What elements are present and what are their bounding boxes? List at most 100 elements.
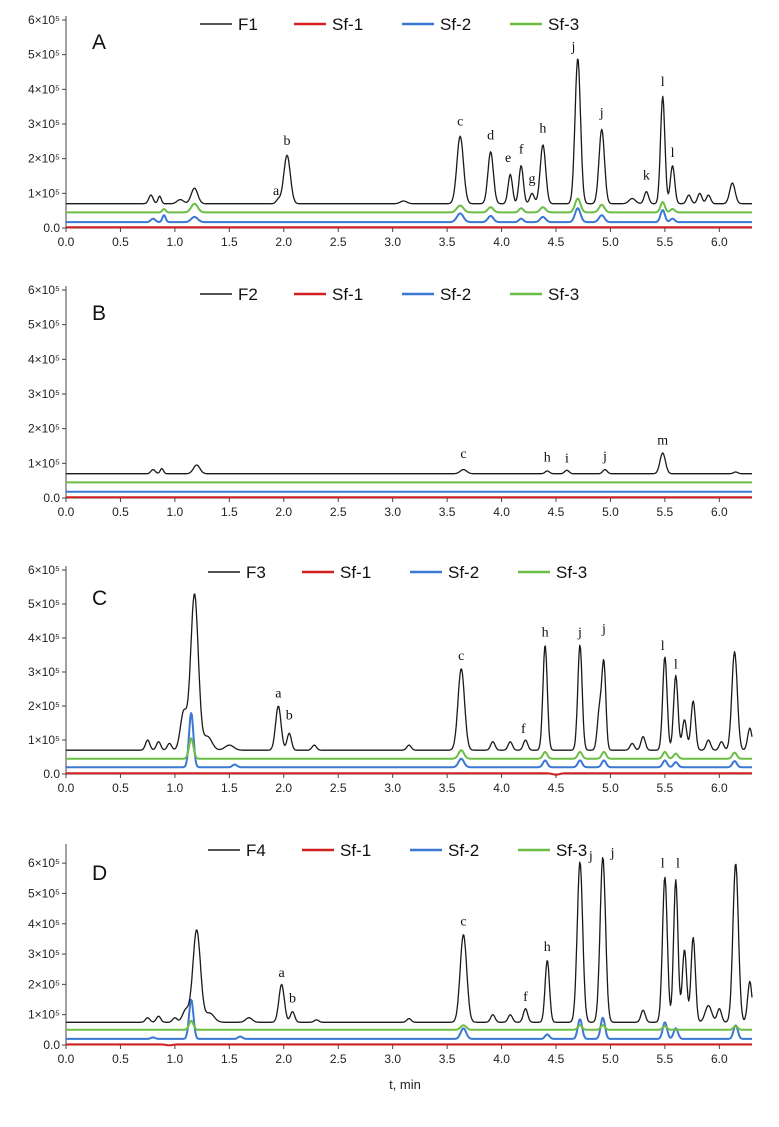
legend-label-sf-2: Sf-2	[448, 841, 479, 860]
legend-label-f3: F3	[246, 563, 266, 582]
peak-label-j: j	[601, 622, 606, 637]
y-tick-label: 3×10⁵	[28, 117, 60, 131]
series-line-sf-2	[65, 712, 753, 769]
y-tick-label: 6×10⁵	[28, 856, 60, 870]
y-tick-label: 0.0	[43, 1038, 60, 1052]
series-line-f3	[66, 593, 753, 751]
x-tick-label: 2.5	[330, 505, 347, 519]
y-tick-label: 4×10⁵	[28, 352, 60, 366]
peak-label-a: a	[273, 184, 280, 199]
peak-label-l: l	[674, 658, 678, 673]
peak-label-l: l	[661, 639, 665, 654]
x-tick-label: 5.5	[657, 235, 674, 249]
peak-label-j: j	[588, 849, 593, 864]
legend-label-sf-1: Sf-1	[340, 563, 371, 582]
panel-D: 0.0 1×10⁵ 2×10⁵ 3×10⁵ 4×10⁵ 5×10⁵ 6×10⁵ 0.0 0.5 1…	[28, 841, 753, 1092]
peak-label-f: f	[521, 722, 526, 737]
x-tick-label: 2.0	[275, 505, 292, 519]
peak-label-l: l	[676, 857, 680, 872]
x-tick-label: 5.5	[657, 505, 674, 519]
x-tick-label: 0.5	[112, 1052, 129, 1066]
x-tick-label: 2.0	[275, 235, 292, 249]
peak-label-c: c	[458, 649, 464, 664]
x-tick-label: 6.0	[711, 505, 728, 519]
legend-label-sf-3: Sf-3	[556, 563, 587, 582]
peak-label-b: b	[284, 134, 291, 149]
x-tick-label: 4.5	[548, 1052, 565, 1066]
x-tick-label: 3.0	[384, 505, 401, 519]
y-tick-label: 1×10⁵	[28, 1008, 60, 1022]
peak-label-f: f	[519, 142, 524, 157]
peak-label-d: d	[487, 129, 494, 144]
y-tick-label: 2×10⁵	[28, 422, 60, 436]
x-tick-label: 6.0	[711, 1052, 728, 1066]
series-line-f1	[66, 58, 752, 205]
peak-label-j: j	[599, 106, 604, 121]
panel-A: 0.0 1×10⁵ 2×10⁵ 3×10⁵ 4×10⁵ 5×10⁵ 6×10⁵ 0.0 0.5 1…	[28, 13, 753, 249]
peak-label-f: f	[523, 990, 528, 1005]
panel-letter: D	[92, 862, 107, 885]
x-tick-label: 5.0	[602, 505, 619, 519]
x-tick-label: 3.5	[439, 505, 456, 519]
series-line-sf-2	[65, 207, 753, 224]
peak-label-g: g	[529, 172, 536, 187]
x-tick-label: 1.5	[221, 235, 238, 249]
y-tick-label: 1×10⁵	[28, 186, 60, 200]
y-tick-label: 1×10⁵	[28, 456, 60, 470]
peak-label-j: j	[577, 625, 582, 640]
x-tick-label: 0.0	[58, 781, 75, 795]
y-tick-label: 4×10⁵	[28, 631, 60, 645]
series-line-f4	[66, 856, 753, 1023]
peak-label-l: l	[671, 146, 675, 161]
y-tick-label: 2×10⁵	[28, 977, 60, 991]
panel-letter: B	[92, 302, 106, 325]
peak-label-c: c	[460, 447, 466, 462]
x-tick-label: 3.0	[384, 235, 401, 249]
peak-label-a: a	[278, 966, 285, 981]
series-line-sf-3	[65, 1019, 753, 1031]
peak-label-j: j	[602, 450, 607, 465]
x-tick-label: 5.0	[602, 235, 619, 249]
x-tick-label: 5.0	[602, 781, 619, 795]
x-tick-label: 1.0	[167, 505, 184, 519]
peak-label-c: c	[457, 115, 463, 130]
x-tick-label: 2.0	[275, 1052, 292, 1066]
x-tick-label: 2.5	[330, 781, 347, 795]
y-tick-label: 3×10⁵	[28, 947, 60, 961]
series-line-sf-1	[65, 772, 753, 776]
x-tick-label: 0.5	[112, 235, 129, 249]
peak-label-a: a	[275, 687, 282, 702]
y-tick-label: 1×10⁵	[28, 733, 60, 747]
x-tick-label: 4.5	[548, 781, 565, 795]
panel-letter: A	[92, 31, 106, 54]
y-tick-label: 5×10⁵	[28, 48, 60, 62]
y-tick-label: 5×10⁵	[28, 886, 60, 900]
x-tick-label: 2.5	[330, 1052, 347, 1066]
series-line-sf-3	[65, 737, 753, 760]
y-tick-label: 5×10⁵	[28, 318, 60, 332]
x-tick-label: 4.5	[548, 505, 565, 519]
x-tick-label: 0.0	[58, 505, 75, 519]
series-line-sf-1	[65, 1043, 753, 1047]
x-tick-label: 6.0	[711, 235, 728, 249]
panel-letter: C	[92, 587, 107, 610]
x-tick-label: 0.0	[58, 235, 75, 249]
panel-B: 0.0 1×10⁵ 2×10⁵ 3×10⁵ 4×10⁵ 5×10⁵ 6×10⁵ 0.0 0.5 1…	[28, 283, 753, 519]
peak-label-b: b	[286, 709, 293, 724]
x-tick-label: 0.5	[112, 505, 129, 519]
x-axis-label: t, min	[389, 1077, 421, 1092]
peak-label-l: l	[661, 857, 665, 872]
peak-label-c: c	[460, 914, 466, 929]
y-tick-label: 2×10⁵	[28, 699, 60, 713]
x-tick-label: 2.0	[275, 781, 292, 795]
legend-label-sf-1: Sf-1	[332, 15, 363, 34]
x-tick-label: 3.0	[384, 1052, 401, 1066]
y-tick-label: 0.0	[43, 767, 60, 781]
peak-label-l: l	[661, 75, 665, 90]
legend-label-sf-3: Sf-3	[556, 841, 587, 860]
peak-label-i: i	[565, 452, 569, 467]
x-tick-label: 1.5	[221, 505, 238, 519]
y-tick-label: 4×10⁵	[28, 82, 60, 96]
peak-label-h: h	[539, 122, 546, 137]
